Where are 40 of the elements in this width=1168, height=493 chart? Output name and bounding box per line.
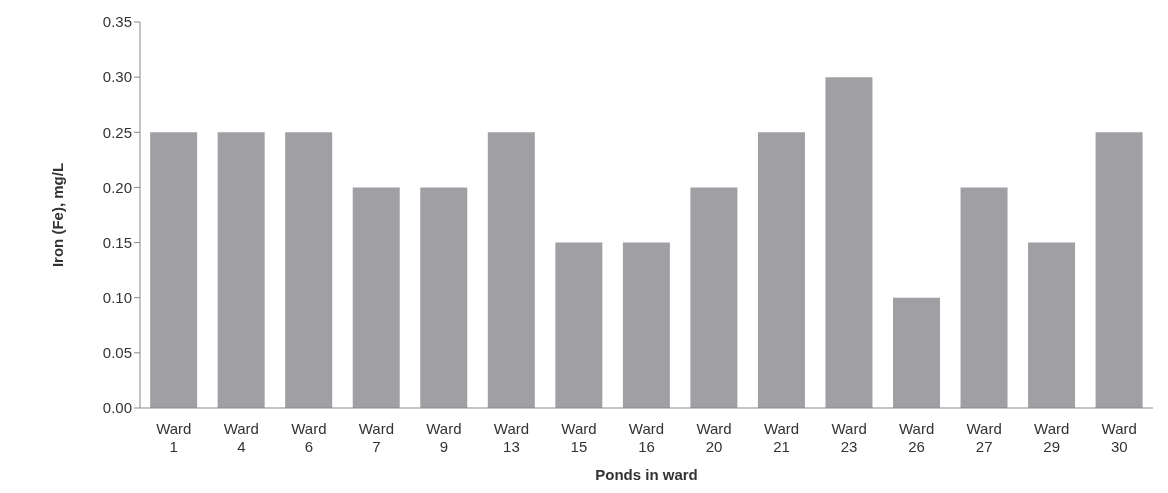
y-axis-title: Iron (Fe), mg/L — [49, 162, 67, 268]
x-tick-label: Ward 30 — [1101, 420, 1137, 455]
x-tick-label: Ward 1 — [156, 420, 192, 455]
bar — [1095, 132, 1143, 408]
y-tick-label: 0.30 — [102, 68, 132, 86]
y-tick-label: 0.35 — [102, 13, 132, 31]
bar — [555, 242, 603, 408]
y-tick-label: 0.05 — [102, 344, 132, 362]
bar — [757, 132, 805, 408]
x-axis-title: Ponds in ward — [595, 466, 698, 483]
bar — [960, 187, 1008, 408]
x-tick-label: Ward 4 — [223, 420, 259, 455]
x-tick-label: Ward 6 — [291, 420, 327, 455]
bar — [420, 187, 468, 408]
x-tick-label: Ward 7 — [358, 420, 395, 455]
y-tick-label: 0.20 — [102, 178, 132, 196]
bar — [487, 132, 535, 408]
bar — [150, 132, 198, 408]
y-tick-label: 0.15 — [102, 233, 132, 251]
bar — [690, 187, 738, 408]
y-tick-label: 0.00 — [102, 399, 132, 417]
bar — [622, 242, 670, 408]
x-tick-label: Ward 15 — [561, 420, 597, 455]
bar — [285, 132, 333, 408]
x-tick-label: Ward 20 — [696, 420, 732, 455]
x-tick-label: Ward 16 — [628, 420, 665, 455]
y-tick-label: 0.25 — [102, 123, 132, 141]
x-tick-label: Ward 13 — [493, 420, 530, 455]
x-tick-label: Ward 29 — [1034, 420, 1070, 455]
bar — [352, 187, 400, 408]
x-tick-label: Ward 9 — [426, 420, 462, 455]
x-tick-label: Ward 27 — [966, 420, 1002, 455]
bar — [825, 77, 873, 408]
bar — [217, 132, 265, 408]
bar — [1028, 242, 1076, 408]
x-tick-label: Ward 26 — [898, 420, 935, 455]
x-tick-label: Ward 21 — [763, 420, 800, 455]
bar — [893, 297, 940, 408]
x-tick-label: Ward 23 — [831, 420, 867, 455]
y-tick-label: 0.10 — [102, 289, 132, 307]
